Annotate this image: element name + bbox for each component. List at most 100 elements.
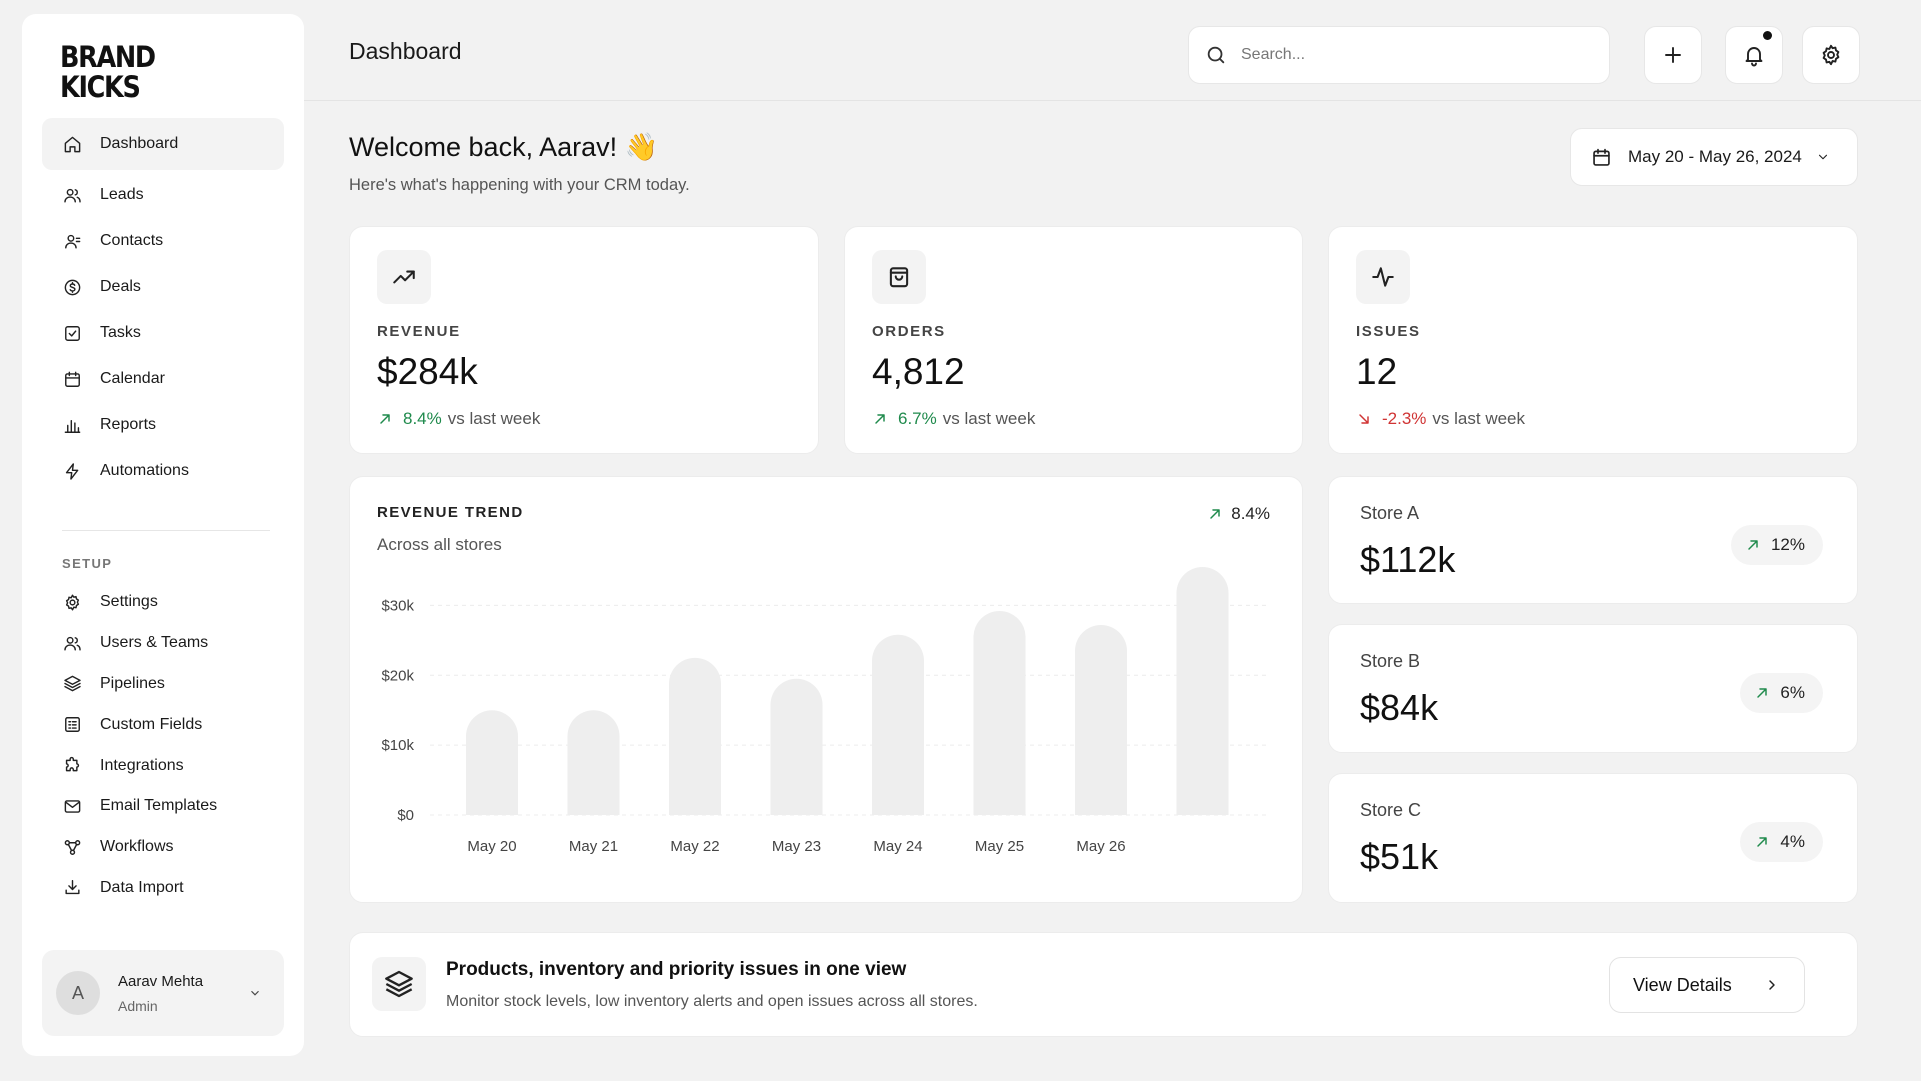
sidebar-item-label: Custom Fields bbox=[100, 715, 203, 733]
date-range-picker[interactable]: May 20 - May 26, 2024 bbox=[1570, 128, 1858, 186]
chart-bar[interactable] bbox=[1075, 624, 1127, 815]
download-icon bbox=[62, 878, 82, 898]
sidebar-item-automations[interactable]: Automations bbox=[42, 448, 284, 494]
arrow-up-right-icon bbox=[1210, 509, 1220, 519]
chart-trend-badge: 8.4% bbox=[1207, 504, 1270, 524]
search-box[interactable] bbox=[1188, 26, 1610, 84]
sidebar-item-label: Data Import bbox=[100, 878, 184, 896]
main-nav: Dashboard Leads Contacts Deals Tasks Cal… bbox=[42, 118, 284, 494]
kpi-delta-value: -2.3% bbox=[1382, 409, 1427, 428]
sidebar-item-reports[interactable]: Reports bbox=[42, 402, 284, 448]
store-card-b[interactable]: Store B $84k 6% bbox=[1328, 624, 1858, 753]
form-icon bbox=[62, 715, 82, 735]
chart-bar[interactable] bbox=[770, 678, 823, 815]
sidebar-item-pipelines[interactable]: Pipelines bbox=[42, 664, 284, 705]
setup-section-label: SETUP bbox=[62, 556, 113, 571]
gear-icon bbox=[1822, 44, 1840, 66]
kpi-delta-suffix: vs last week bbox=[1432, 409, 1526, 428]
store-change-value: 12% bbox=[1770, 535, 1805, 554]
home-icon bbox=[62, 134, 82, 154]
store-card-c[interactable]: Store C $51k 4% bbox=[1328, 773, 1858, 903]
kpi-label: ORDERS bbox=[872, 323, 946, 340]
y-tick-label: $10k bbox=[381, 737, 414, 754]
sidebar-item-calendar[interactable]: Calendar bbox=[42, 356, 284, 402]
welcome-heading: Welcome back, Aarav! 👋 bbox=[349, 132, 659, 162]
sidebar-item-dashboard[interactable]: Dashboard bbox=[42, 118, 284, 170]
dollar-icon bbox=[62, 277, 82, 297]
sidebar-item-label: Settings bbox=[100, 593, 158, 611]
store-card-a[interactable]: Store A $112k 12% bbox=[1328, 476, 1858, 604]
kpi-value: $284k bbox=[377, 351, 478, 392]
x-tick-label: May 23 bbox=[772, 838, 821, 855]
x-tick-label: May 20 bbox=[467, 838, 516, 855]
sidebar-divider bbox=[62, 530, 270, 531]
sidebar-item-deals[interactable]: Deals bbox=[42, 264, 284, 310]
store-value: $51k bbox=[1360, 836, 1439, 877]
sidebar-item-email-templates[interactable]: Email Templates bbox=[42, 786, 284, 827]
sidebar-item-settings[interactable]: Settings bbox=[42, 582, 284, 623]
chart-bar[interactable] bbox=[466, 710, 518, 815]
user-info: Aarav Mehta Admin bbox=[118, 973, 203, 1014]
search-input[interactable] bbox=[1241, 46, 1581, 64]
chart-bar[interactable] bbox=[567, 710, 620, 815]
view-details-button[interactable]: View Details bbox=[1609, 957, 1805, 1013]
sidebar-item-label: Leads bbox=[100, 186, 144, 203]
chart-bar[interactable] bbox=[1176, 567, 1229, 815]
calendar-icon bbox=[1593, 148, 1610, 166]
puzzle-icon bbox=[62, 756, 82, 776]
setup-nav: Settings Users & Teams Pipelines Custom … bbox=[42, 582, 284, 908]
sidebar: BRAND KICKS Dashboard Leads Contacts Dea… bbox=[22, 14, 304, 1056]
user-menu[interactable]: A Aarav Mehta Admin bbox=[42, 950, 284, 1036]
avatar: A bbox=[56, 971, 100, 1015]
x-tick-label: May 26 bbox=[1076, 838, 1125, 855]
add-button[interactable] bbox=[1644, 26, 1702, 84]
y-tick-label: $20k bbox=[381, 667, 414, 684]
users-icon bbox=[62, 185, 82, 205]
store-name: Store A bbox=[1360, 503, 1420, 523]
sidebar-item-label: Users & Teams bbox=[100, 634, 209, 652]
shopping-bag-icon bbox=[872, 250, 926, 304]
bar-chart-icon bbox=[62, 415, 82, 435]
x-tick-label: May 24 bbox=[873, 838, 922, 855]
sidebar-item-integrations[interactable]: Integrations bbox=[42, 745, 284, 786]
sidebar-item-workflows[interactable]: Workflows bbox=[42, 827, 284, 868]
banner-subtitle: Monitor stock levels, low inventory aler… bbox=[446, 993, 978, 1010]
chart-title: REVENUE TREND bbox=[377, 504, 524, 521]
store-change-badge: 4% bbox=[1740, 822, 1823, 862]
checkbox-icon bbox=[62, 323, 82, 343]
sidebar-item-custom-fields[interactable]: Custom Fields bbox=[42, 704, 284, 745]
settings-button[interactable] bbox=[1802, 26, 1860, 84]
x-tick-label: May 22 bbox=[670, 838, 719, 855]
kpi-delta-value: 6.7% bbox=[898, 409, 937, 428]
inventory-banner: Products, inventory and priority issues … bbox=[349, 932, 1858, 1037]
layers-icon bbox=[62, 674, 82, 694]
y-tick-label: $30k bbox=[381, 597, 414, 614]
revenue-trend-card: REVENUE TREND Across all stores 8.4% $0 $… bbox=[349, 476, 1303, 903]
view-details-label: View Details bbox=[1633, 974, 1732, 995]
sidebar-item-label: Calendar bbox=[100, 370, 165, 387]
sidebar-item-data-import[interactable]: Data Import bbox=[42, 868, 284, 909]
y-tick-label: $0 bbox=[397, 807, 414, 824]
store-name: Store C bbox=[1360, 800, 1422, 820]
kpi-delta-value: 8.4% bbox=[403, 409, 442, 428]
notifications-button[interactable] bbox=[1725, 26, 1783, 84]
sidebar-item-users-teams[interactable]: Users & Teams bbox=[42, 623, 284, 664]
arrow-up-right-icon bbox=[1757, 688, 1768, 698]
sidebar-item-leads[interactable]: Leads bbox=[42, 172, 284, 218]
chart-bar[interactable] bbox=[669, 657, 721, 815]
kpi-delta-suffix: vs last week bbox=[942, 409, 1036, 428]
sidebar-item-tasks[interactable]: Tasks bbox=[42, 310, 284, 356]
chevron-down-icon bbox=[248, 986, 262, 1000]
sidebar-item-contacts[interactable]: Contacts bbox=[42, 218, 284, 264]
chevron-right-icon bbox=[1769, 980, 1775, 990]
users-icon bbox=[62, 633, 82, 653]
kpi-delta-suffix: vs last week bbox=[447, 409, 541, 428]
x-tick-label: May 21 bbox=[569, 838, 618, 855]
brand-logo[interactable]: BRAND KICKS bbox=[60, 40, 156, 104]
x-tick-label: May 25 bbox=[975, 838, 1024, 855]
arrow-up-right-icon bbox=[1748, 540, 1758, 550]
store-change-value: 4% bbox=[1780, 832, 1805, 851]
sidebar-item-label: Pipelines bbox=[100, 674, 165, 692]
chart-bar[interactable] bbox=[973, 611, 1026, 815]
chart-bar[interactable] bbox=[872, 634, 924, 815]
